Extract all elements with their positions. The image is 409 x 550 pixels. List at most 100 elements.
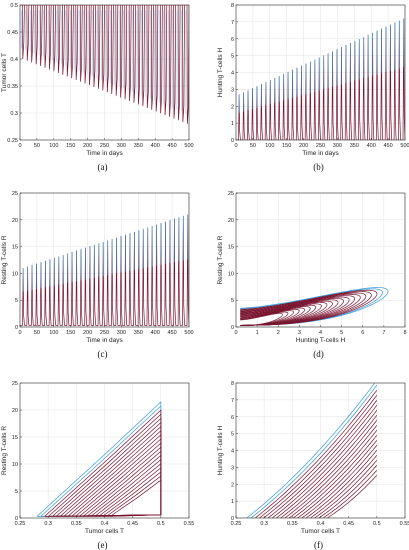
spike-line: [184, 214, 189, 326]
x-tick-label: 250: [316, 143, 325, 149]
y-axis-label: Hunting T-cells H: [217, 48, 224, 98]
y-tick-label: 3: [231, 465, 234, 471]
x-tick-label: 0: [234, 330, 237, 336]
y-tick-label: 6: [231, 415, 234, 421]
spike-line: [100, 241, 105, 326]
tumor-cycle-line: [95, 5, 101, 89]
x-axis-label: Tumor cells T: [301, 528, 340, 535]
phase-loop-th: [267, 405, 378, 518]
y-tick-label: 10: [12, 271, 18, 277]
spike-line: [356, 39, 361, 140]
y-tick-label: 0.3: [10, 111, 18, 117]
tumor-cycle-line: [37, 5, 43, 67]
y-axis-label: Resting T-cells R: [1, 426, 8, 475]
tumor-cycle-line: [148, 5, 154, 110]
spike-line: [148, 226, 154, 326]
plot-frame: [19, 192, 190, 328]
spike-line: [258, 84, 264, 140]
phase-loop-hr: [240, 304, 317, 326]
spike-line: [153, 224, 159, 326]
x-tick-label: 300: [117, 143, 126, 149]
chart-panel-f: 0.25 0.3 0.35 0.4 0.45 0.5 0.55 0 1 2 3 4 5 6 7 8 Tumor …: [217, 381, 409, 550]
phase-loop-th: [271, 410, 378, 518]
spike-line: [95, 243, 101, 326]
spike-line: [86, 246, 92, 326]
spike-line: [373, 30, 379, 140]
spike-line: [37, 262, 43, 326]
spike-line: [166, 220, 172, 326]
y-tick-label: 2: [231, 104, 234, 110]
y-tick-label: 5: [231, 298, 234, 304]
x-tick-label: 150: [282, 143, 291, 149]
spike-line: [77, 249, 83, 326]
spike-line: [122, 234, 128, 326]
x-tick-label: 350: [134, 330, 143, 336]
tumor-cycle-line: [20, 5, 25, 60]
spike-line: [280, 73, 286, 140]
tumor-cycle-line: [77, 5, 83, 82]
y-tick-label: 20: [228, 218, 234, 224]
y-tick-label: 1: [231, 121, 234, 127]
spike-line: [20, 268, 25, 326]
tumor-cycle-line: [117, 5, 123, 98]
x-tick-label: 0.55: [184, 521, 195, 527]
spike-line: [324, 53, 330, 140]
x-axis-label: Hunting T-cells H: [296, 337, 346, 344]
x-tick-label: 500: [400, 143, 409, 149]
plot-frame: [235, 192, 406, 328]
x-tick-label: 0.25: [231, 521, 242, 527]
y-tick-label: 8: [231, 3, 234, 9]
x-tick-label: 400: [151, 143, 160, 149]
spike-line: [91, 244, 96, 326]
spike-line: [316, 57, 321, 140]
phase-loop-hr: [240, 306, 311, 326]
chart-panel-a: 0 50 100 150 200 250 300 350 400 450 500 0.25 0.3 0.3…: [1, 3, 194, 172]
x-tick-label: 0.5: [373, 521, 381, 527]
x-tick-label: 500: [184, 143, 193, 149]
phase-loop-tr: [82, 450, 162, 517]
tumor-cycle-line: [135, 5, 141, 105]
spike-line: [267, 80, 272, 140]
y-tick-label: 0.45: [7, 30, 18, 36]
phase-loop-hr: [240, 310, 294, 326]
y-tick-label: 2: [231, 482, 234, 488]
spike-line: [293, 67, 299, 140]
phase-loop-th: [322, 470, 378, 518]
tumor-cycle-line: [51, 5, 56, 72]
x-tick-label: 0.55: [400, 521, 409, 527]
x-tick-label: 100: [49, 330, 58, 336]
phase-loop-hr: [240, 307, 306, 326]
y-tick-label: 0: [231, 516, 234, 522]
tumor-cycle-line: [33, 5, 39, 65]
x-tick-label: 350: [134, 143, 143, 149]
y-tick-label: 15: [12, 435, 18, 441]
y-tick-label: 1: [231, 499, 234, 505]
y-tick-label: 0: [231, 325, 234, 331]
y-tick-label: 0: [15, 325, 18, 331]
spike-line: [351, 41, 357, 140]
phase-loop-th: [263, 400, 378, 518]
y-tick-label: 20: [12, 218, 18, 224]
tumor-cycle-line: [122, 5, 128, 100]
x-tick-label: 450: [384, 143, 393, 149]
y-tick-label: 15: [12, 245, 18, 251]
y-tick-label: 0.4: [10, 57, 18, 63]
x-tick-label: 2: [277, 330, 280, 336]
spike-line: [60, 254, 65, 326]
spike-line: [42, 260, 48, 326]
panel-label: (e): [98, 540, 108, 550]
phase-loop-tr: [98, 467, 162, 517]
spike-line: [396, 20, 401, 140]
spike-line: [51, 257, 56, 326]
spike-line: [68, 252, 74, 326]
y-tick-label: 10: [12, 462, 18, 468]
tumor-cycle-line: [180, 5, 185, 123]
spike-line: [391, 22, 397, 140]
spike-line: [400, 18, 405, 140]
spike-line: [180, 215, 185, 326]
spike-line: [271, 78, 277, 140]
y-tick-label: 25: [12, 191, 18, 197]
tumor-cycle-line: [86, 5, 92, 86]
phase-loop-th: [254, 390, 378, 518]
y-tick-label: 4: [231, 449, 234, 455]
